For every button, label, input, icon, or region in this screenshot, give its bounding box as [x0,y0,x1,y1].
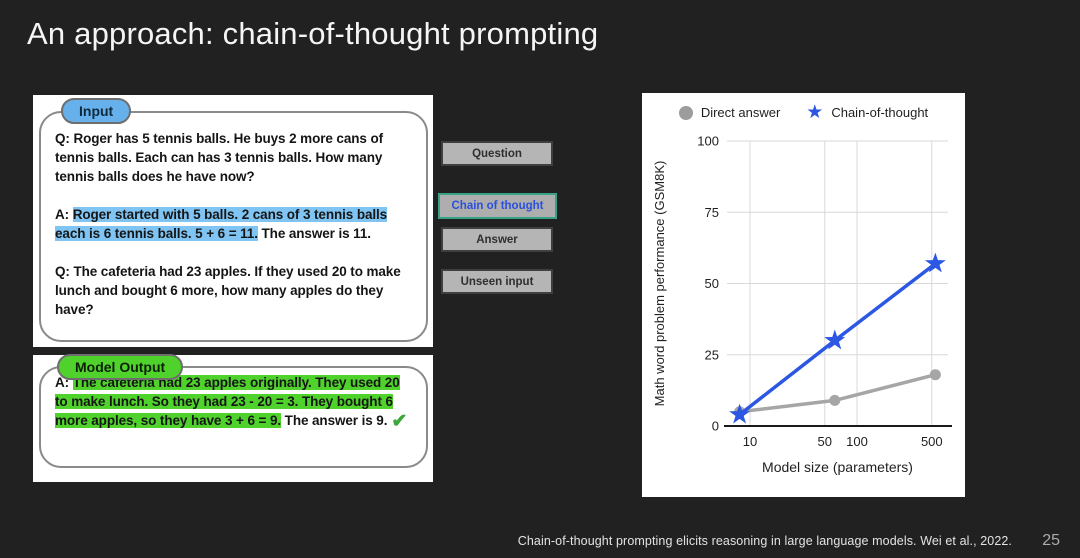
data-point-star [824,329,846,350]
svg-text:100: 100 [697,134,719,149]
svg-text:50: 50 [705,276,719,291]
output-panel-text: A: The cafeteria had 23 apples originall… [55,373,415,450]
chart-legend: Direct answer ★ Chain-of-thought [642,101,965,123]
legend-direct-answer-label: Direct answer [700,105,781,120]
data-point-circle [929,369,941,381]
input-rounded-border [39,111,428,342]
model-output-panel: Model Output A: The cafeteria had 23 app… [33,354,433,482]
answer-1-prefix: A: [55,207,73,222]
answer-1-suffix: The answer is 11. [257,226,371,241]
answer-1: A: Roger started with 5 balls. 2 cans of… [55,205,415,243]
unseen-input-button[interactable]: Unseen input [441,269,553,294]
legend-chain-of-thought: ★ Chain-of-thought [806,101,929,123]
answer-button[interactable]: Answer [441,227,553,252]
checkmark-icon: ✔ [391,411,408,432]
y-axis-label: Math word problem performance (GSM8K) [652,161,667,407]
model-answer-suffix: The answer is 9. [281,413,388,428]
page-title: An approach: chain-of-thought prompting [27,16,599,51]
input-example-panel: Input Q: Roger has 5 tennis balls. He bu… [33,95,433,347]
star-marker-icon: ★ [806,101,824,123]
question-1: Q: Roger has 5 tennis balls. He buys 2 m… [55,131,383,184]
data-point-circle [829,394,841,406]
input-panel-text: Q: Roger has 5 tennis balls. He buys 2 m… [55,129,415,338]
legend-direct-answer: Direct answer [678,105,781,120]
output-rounded-border [39,366,428,468]
svg-text:75: 75 [705,205,719,220]
performance-chart: 0 25 50 75 100 10 50 100 500 Math word problem pe… [652,134,952,475]
svg-text:100: 100 [846,434,868,449]
svg-text:10: 10 [743,434,757,449]
data-point-star [924,252,946,273]
gsm8k-chart-panel: 0 25 50 75 100 10 50 100 500 Math word problem pe… [642,93,965,497]
legend-chain-of-thought-label: Chain-of-thought [831,105,929,120]
model-answer: A: The cafeteria had 23 apples originall… [55,373,415,431]
svg-text:25: 25 [705,347,719,362]
circle-marker-icon [678,105,693,120]
chart-gridlines [727,140,948,426]
question-2: Q: The cafeteria had 23 apples. If they … [55,264,401,317]
svg-text:50: 50 [818,434,832,449]
x-axis-label: Model size (parameters) [762,459,913,475]
svg-text:0: 0 [712,419,719,434]
input-tag: Input [61,98,132,124]
svg-text:500: 500 [921,434,943,449]
page-number: 25 [1042,532,1060,549]
series-direct-answer [734,369,941,418]
chain-of-thought-button[interactable]: Chain of thought [438,193,557,219]
series-chain-of-thought [729,252,946,424]
model-output-tag: Model Output [57,354,184,380]
axis-tick-labels: 0 25 50 75 100 10 50 100 500 [697,134,942,450]
question-button[interactable]: Question [441,141,553,166]
citation-text: Chain-of-thought prompting elicits reaso… [517,534,1012,548]
data-point-star [729,403,751,424]
